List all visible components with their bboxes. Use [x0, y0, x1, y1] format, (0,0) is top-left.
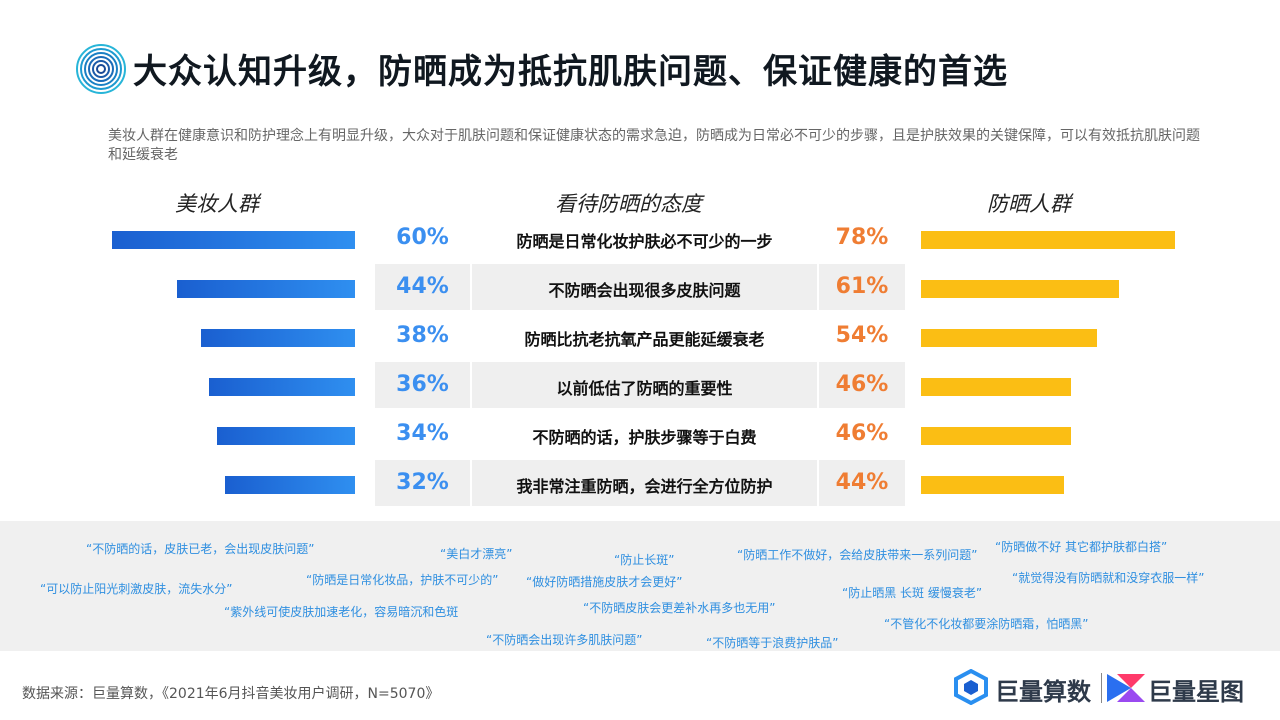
left-bar — [209, 378, 355, 396]
quote: “防晒是日常化妆品，护肤不可少的” — [306, 573, 499, 587]
quote: “就觉得没有防晒就和没穿衣服一样” — [1012, 571, 1205, 585]
left-value-label: 34% — [396, 421, 449, 446]
left-bar — [225, 476, 355, 494]
spiral-logo-icon — [76, 44, 126, 94]
page-subtitle: 美妆人群在健康意识和防护理念上有明显升级，大众对于肌肤问题和保证健康状态的需求急… — [108, 128, 1200, 163]
attitude-label: 不防晒的话，护肤步骤等于白费 — [532, 428, 757, 447]
quote-band: “不防晒的话，皮肤已老，会出现皮肤问题” “美白才漂亮” “防止长斑” “防晒工… — [0, 521, 1280, 651]
row-background — [472, 362, 817, 408]
quote: “防晒工作不做好，会给皮肤带来一系列问题” — [737, 548, 978, 562]
row-background — [472, 460, 817, 506]
quote: “不防晒等于浪费护肤品” — [706, 636, 839, 650]
right-bar — [921, 231, 1175, 249]
right-value-label: 61% — [835, 274, 889, 299]
left-bar — [201, 329, 355, 347]
left-bar — [176, 280, 355, 298]
quote: “不防晒会出现许多肌肤问题” — [486, 633, 643, 647]
right-value-label: 44% — [835, 470, 889, 495]
right-bar — [921, 280, 1120, 298]
left-value-label: 38% — [396, 323, 449, 348]
quote: “不管化不化妆都要涂防晒霜，怕晒黑” — [884, 617, 1089, 631]
juliang-xingtu-logo-icon — [1107, 674, 1145, 702]
left-bar — [112, 231, 355, 249]
data-source: 数据来源：巨量算数，《2021年6月抖音美妆用户调研，N=5070》 — [22, 686, 440, 702]
quote: “美白才漂亮” — [440, 547, 513, 561]
left-column-header: 美妆人群 — [175, 192, 259, 216]
attitude-label: 防晒是日常化妆护肤必不可少的一步 — [516, 232, 773, 251]
quote: “防晒做不好 其它都护肤都白搭” — [995, 540, 1168, 554]
left-value-label: 60% — [396, 225, 449, 250]
middle-column-header: 看待防晒的态度 — [555, 192, 702, 216]
row-background — [375, 460, 470, 506]
quote: “紫外线可使皮肤加速老化，容易暗沉和色斑 — [224, 605, 459, 619]
row-background — [375, 362, 470, 408]
row-background — [375, 264, 470, 310]
right-value-label: 46% — [835, 372, 889, 397]
right-bar — [921, 476, 1064, 494]
juliang-suanshu-logo-icon — [954, 669, 988, 705]
attitude-label: 不防晒会出现很多皮肤问题 — [548, 281, 741, 300]
right-value-label: 54% — [835, 323, 889, 348]
quote: “防止长斑” — [614, 553, 675, 567]
right-value-label: 78% — [835, 225, 889, 250]
right-bar — [921, 378, 1071, 396]
row-background — [472, 264, 817, 310]
row-background — [819, 460, 905, 506]
quote: “可以防止阳光刺激皮肤，流失水分” — [40, 582, 233, 596]
row-background — [819, 264, 905, 310]
logo-divider — [1101, 673, 1102, 703]
right-value-label: 46% — [835, 421, 889, 446]
quote: “不防晒的话，皮肤已老，会出现皮肤问题” — [86, 542, 315, 556]
page-title: 大众认知升级，防晒成为抵抗肌肤问题、保证健康的首选 — [133, 52, 1008, 92]
logo2-text: 巨量星图 — [1148, 678, 1244, 706]
right-bar — [921, 427, 1071, 445]
quote: “做好防晒措施皮肤才会更好” — [526, 575, 683, 589]
left-bar — [217, 427, 355, 445]
right-bar — [921, 329, 1097, 347]
logo1-text: 巨量算数 — [995, 678, 1091, 706]
attitude-label: 防晒比抗老抗氧产品更能延缓衰老 — [524, 330, 765, 349]
left-value-label: 32% — [396, 470, 449, 495]
left-value-label: 36% — [396, 372, 449, 397]
left-value-label: 44% — [396, 274, 449, 299]
row-background — [819, 362, 905, 408]
attitude-label: 我非常注重防晒，会进行全方位防护 — [516, 477, 773, 496]
right-column-header: 防晒人群 — [987, 192, 1071, 216]
attitude-label: 以前低估了防晒的重要性 — [556, 379, 733, 398]
quote: “不防晒皮肤会更差补水再多也无用” — [583, 601, 776, 615]
quote: “防止晒黑 长斑 缓慢衰老” — [842, 586, 983, 600]
